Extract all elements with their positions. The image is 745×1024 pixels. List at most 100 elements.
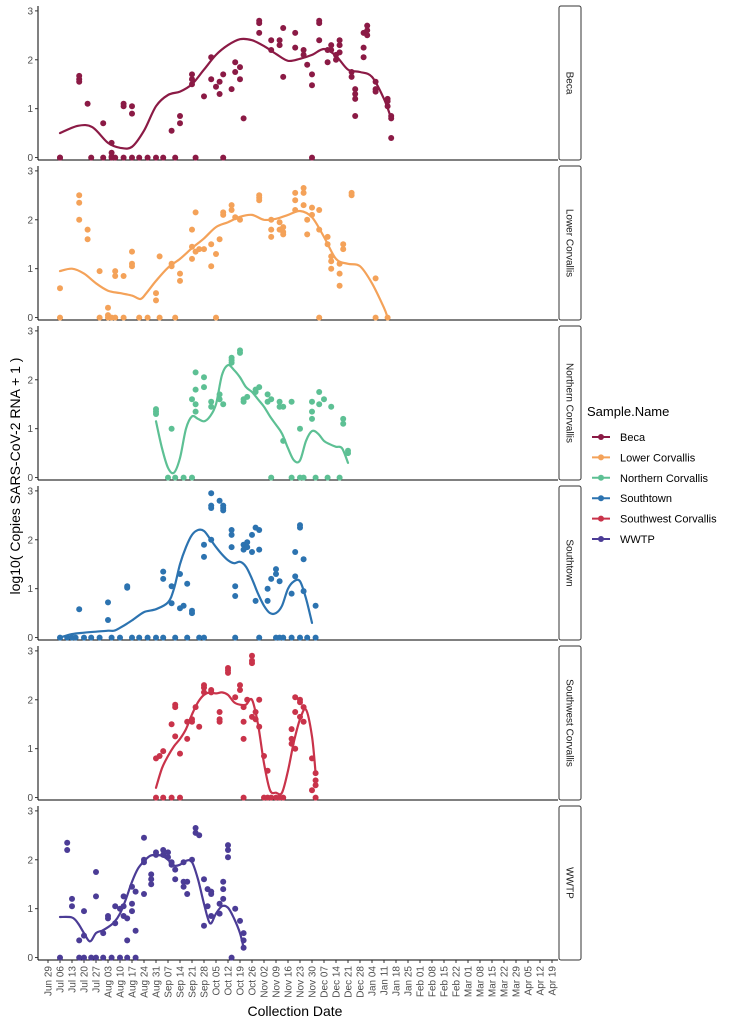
legend-label: Beca [620, 432, 646, 444]
data-point [300, 185, 307, 191]
data-point [168, 425, 175, 432]
y-tick-label: 3 [27, 486, 33, 497]
data-point [208, 505, 215, 511]
data-point [160, 748, 167, 755]
data-point [268, 396, 275, 403]
data-point [168, 794, 175, 801]
data-point [192, 386, 199, 393]
data-point [240, 398, 247, 405]
data-point [208, 76, 215, 83]
data-point [120, 314, 127, 321]
data-point [148, 881, 155, 888]
data-point [228, 531, 235, 538]
data-point [268, 226, 275, 233]
data-point [237, 64, 243, 71]
x-tick-label: Jul 13 [68, 966, 79, 993]
data-point [213, 251, 219, 257]
data-point [276, 37, 283, 44]
y-tick-label: 3 [27, 166, 33, 177]
data-point [292, 573, 299, 580]
data-point [304, 61, 311, 68]
x-axis: Jun 29 Jul 06 Jul 13 Jul 20 Jul 27 Aug 03 Aug … [44, 960, 559, 998]
data-point [172, 154, 179, 161]
data-point [148, 876, 155, 883]
data-point [304, 231, 311, 238]
data-point [184, 891, 191, 897]
data-point [129, 900, 135, 907]
x-tick-label: Jun 29 [44, 966, 55, 996]
data-point [120, 273, 127, 279]
y-tick-label: 2 [27, 375, 33, 386]
trend-line [58, 37, 393, 150]
data-point [316, 401, 323, 408]
data-point [312, 794, 319, 801]
data-point [172, 474, 179, 481]
data-point [237, 682, 243, 689]
legend-key-point [598, 515, 604, 522]
x-axis-title: Collection Date [248, 1003, 343, 1019]
data-point [189, 71, 195, 78]
facet-panel: 0 1 2 3 WWTP [27, 805, 582, 964]
data-point [156, 314, 163, 321]
data-point [196, 723, 203, 730]
data-point [201, 876, 207, 883]
data-point [348, 189, 355, 196]
data-point [196, 246, 203, 253]
data-point [240, 718, 247, 725]
data-point [208, 241, 215, 248]
data-point [165, 474, 171, 481]
data-point [208, 398, 215, 405]
data-point [312, 474, 319, 481]
data-point [388, 135, 395, 141]
y-tick-label: 0 [27, 793, 33, 804]
data-point [360, 44, 367, 51]
x-tick-label: Jan 04 [368, 966, 379, 996]
data-point [201, 553, 207, 560]
data-point [288, 634, 295, 641]
data-point [88, 954, 95, 961]
data-point [153, 297, 159, 304]
data-point [129, 263, 135, 270]
data-point [309, 787, 315, 794]
data-point [216, 236, 223, 243]
x-tick-label: Sep 21 [188, 966, 199, 998]
data-point [220, 401, 227, 408]
data-point [112, 268, 119, 275]
data-point [276, 578, 283, 585]
x-tick-label: Dec 28 [356, 966, 367, 998]
data-point [297, 634, 303, 641]
data-point [228, 954, 235, 961]
data-point [189, 226, 195, 233]
data-point [225, 669, 231, 676]
data-point [228, 527, 235, 533]
data-point [228, 202, 235, 209]
data-point [57, 154, 63, 161]
x-tick-label: Feb 01 [416, 966, 427, 998]
data-point [256, 17, 263, 24]
data-point [312, 634, 319, 641]
data-point [256, 384, 263, 391]
facet-panel: 0 1 2 3 Southtown [27, 485, 582, 644]
data-point [124, 915, 131, 922]
data-point [372, 275, 379, 282]
data-point [120, 893, 127, 900]
data-point [300, 47, 307, 53]
x-tick-label: Oct 19 [236, 966, 247, 996]
x-tick-label: Jul 06 [56, 966, 67, 993]
data-point [84, 226, 91, 233]
data-point [172, 733, 179, 740]
data-point [189, 607, 195, 614]
data-point [132, 888, 139, 895]
data-point [316, 389, 323, 395]
data-point [124, 583, 131, 590]
facet-strip [558, 165, 582, 321]
data-point [129, 634, 135, 641]
data-point [216, 497, 223, 504]
data-point [189, 255, 195, 262]
data-point [309, 415, 315, 422]
x-tick-label: Aug 31 [152, 966, 163, 998]
data-point [153, 290, 159, 297]
data-point [228, 544, 235, 551]
data-point [288, 726, 295, 733]
